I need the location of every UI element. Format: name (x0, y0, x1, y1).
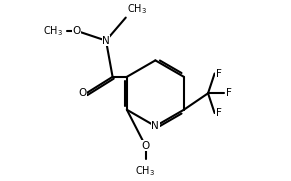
Text: N: N (102, 36, 110, 46)
Text: CH$_3$: CH$_3$ (136, 164, 155, 178)
Text: O: O (72, 26, 81, 36)
Text: N: N (152, 121, 159, 131)
Text: F: F (226, 88, 232, 98)
Text: F: F (216, 69, 222, 79)
Text: O: O (141, 141, 150, 151)
Text: CH$_3$: CH$_3$ (43, 24, 63, 38)
Text: F: F (216, 108, 222, 118)
Text: O: O (78, 88, 86, 98)
Text: CH$_3$: CH$_3$ (127, 2, 148, 16)
